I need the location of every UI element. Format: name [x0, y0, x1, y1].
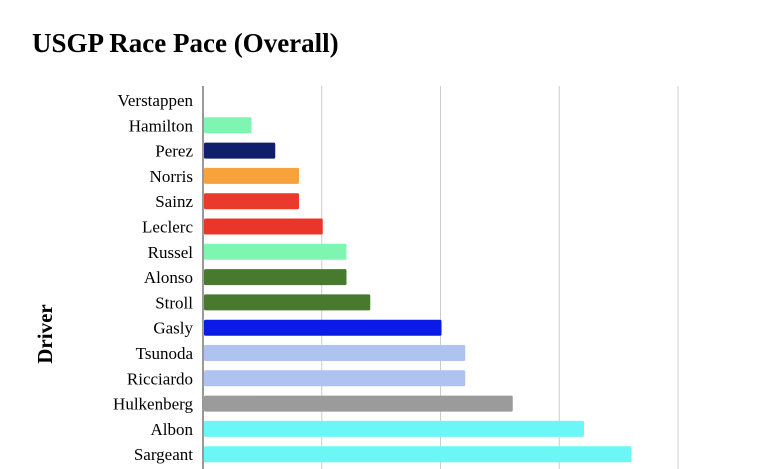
- category-label: Verstappen: [117, 91, 193, 110]
- bar: [204, 142, 276, 159]
- bar: [204, 218, 323, 235]
- bar: [204, 167, 299, 184]
- category-label: Sainz: [155, 192, 193, 211]
- category-label: Gasly: [153, 319, 193, 338]
- bar: [204, 420, 584, 437]
- bar: [204, 243, 347, 260]
- bar: [204, 117, 252, 134]
- category-label: Russel: [148, 243, 194, 262]
- category-label: Norris: [150, 167, 193, 186]
- category-label: Albon: [151, 420, 194, 439]
- y-axis-title: Driver: [33, 304, 57, 363]
- category-label: Hulkenberg: [113, 395, 193, 414]
- category-label: Leclerc: [142, 218, 193, 237]
- category-labels: Verstappen Hamilton Perez Norris Sainz Lecler…: [113, 91, 193, 464]
- bars: [204, 117, 632, 463]
- chart-title: USGP Race Pace (Overall): [32, 28, 339, 58]
- bar: [204, 370, 466, 387]
- bar: [204, 269, 347, 286]
- category-label: Hamilton: [129, 116, 194, 135]
- bar: [204, 319, 442, 336]
- bar: [204, 446, 632, 463]
- bar: [204, 294, 371, 311]
- category-label: Tsunoda: [136, 344, 194, 363]
- category-label: Ricciardo: [127, 369, 193, 388]
- category-label: Perez: [155, 142, 193, 161]
- category-label: Stroll: [155, 293, 193, 312]
- bar: [204, 193, 299, 210]
- bar: [204, 345, 466, 361]
- category-label: Sargeant: [134, 445, 193, 464]
- bar: [204, 395, 513, 412]
- category-label: Alonso: [144, 268, 193, 287]
